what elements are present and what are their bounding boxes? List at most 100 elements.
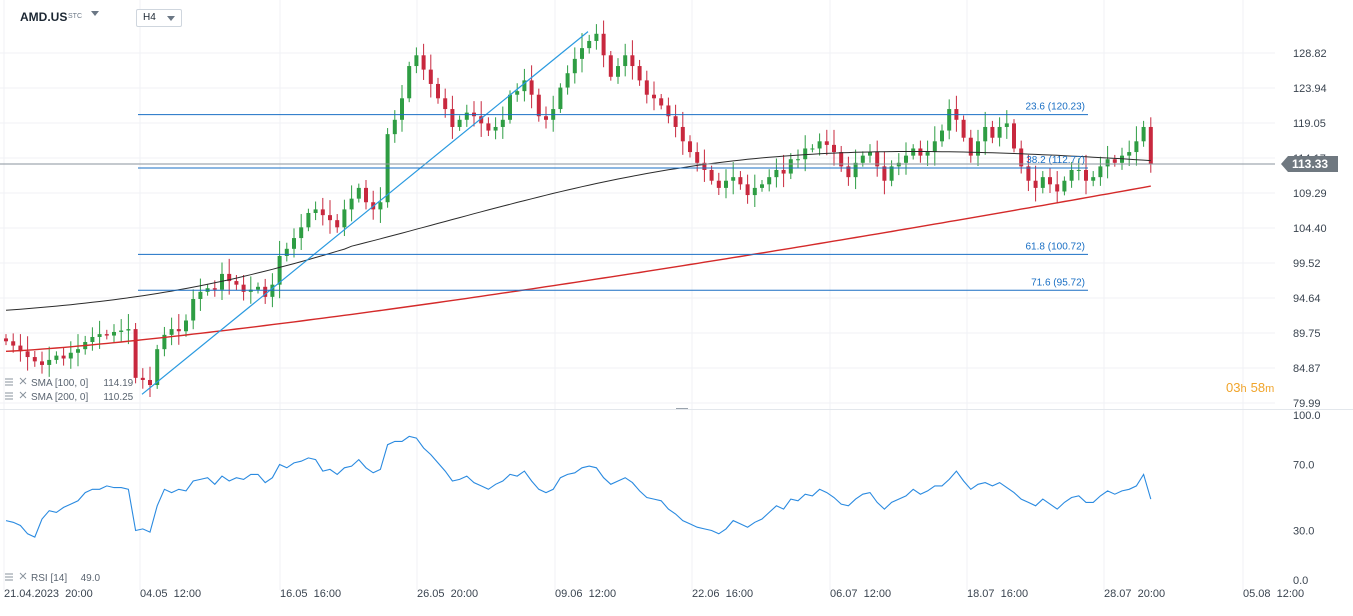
price-tick-label: 119.05 <box>1293 118 1326 130</box>
candle <box>162 326 167 357</box>
candle-body <box>162 334 167 350</box>
candle-body <box>277 255 282 285</box>
candle-body <box>760 184 764 188</box>
candle <box>486 117 491 137</box>
candle-body <box>378 202 383 210</box>
candle-body <box>745 184 750 196</box>
candle-body <box>90 336 95 343</box>
candle-body <box>637 66 642 81</box>
candle <box>1076 158 1081 181</box>
candle <box>594 24 599 50</box>
candle <box>1048 167 1052 194</box>
candle <box>198 278 203 311</box>
symbol-dropdown-icon[interactable] <box>91 11 99 16</box>
menu-icon <box>5 392 13 400</box>
symbol-type: STC <box>68 13 82 20</box>
candle-body <box>680 126 685 142</box>
candle <box>752 174 757 207</box>
countdown-hours: 03 <box>1226 380 1240 395</box>
sma-100-line <box>5 151 1151 311</box>
candle-body <box>846 166 851 178</box>
candle-body <box>313 209 318 213</box>
candle-countdown: 03h 58m <box>1226 380 1274 395</box>
sma-200-legend[interactable]: SMA [200, 0] 110.25 <box>5 391 134 403</box>
candle <box>407 61 412 103</box>
candle-body <box>140 377 145 380</box>
candle-body <box>414 55 419 67</box>
candle-body <box>479 116 484 124</box>
legend-value: 114.19 <box>103 378 133 389</box>
candle-body <box>335 220 340 228</box>
candle <box>875 140 880 177</box>
candle-body <box>1091 177 1096 181</box>
fib-label: 23.6 (120.23) <box>1026 102 1086 113</box>
time-axis: 21.04.2023 20:00 04.05 12:00 16.05 16:00 26… <box>4 588 1304 600</box>
candle <box>76 334 80 367</box>
price-tick-label: 94.64 <box>1293 293 1321 305</box>
candle-body <box>1112 159 1117 163</box>
candle <box>428 54 433 98</box>
candle-body <box>515 91 520 95</box>
rsi-legend[interactable]: RSI [14] 49.0 <box>5 572 101 584</box>
candle-body <box>1076 169 1081 171</box>
price-tick-label: 109.29 <box>1293 188 1327 200</box>
candle <box>997 117 1002 147</box>
candle-body <box>500 119 505 127</box>
legend-value: 110.25 <box>103 392 133 403</box>
candle <box>227 258 232 295</box>
candle-body <box>40 361 44 365</box>
candle-body <box>47 359 52 365</box>
sma-100-legend[interactable]: SMA [100, 0] 114.19 <box>5 377 134 389</box>
candle <box>731 162 736 195</box>
candle <box>630 40 635 80</box>
price-tag[interactable]: 113.33 <box>1281 156 1338 173</box>
candle-body <box>1019 148 1024 167</box>
candle-body <box>889 166 894 181</box>
candle-body <box>997 126 1002 138</box>
price-tag-bg <box>1281 156 1338 173</box>
rsi-tick-label: 0.0 <box>1293 575 1308 587</box>
candle-body <box>32 357 37 362</box>
candle-body <box>896 162 901 167</box>
candle <box>565 65 570 95</box>
candle-body <box>1127 152 1132 156</box>
candle <box>832 129 836 166</box>
candle-body <box>1148 126 1153 165</box>
candle-body <box>25 351 30 358</box>
candle <box>572 47 577 84</box>
candle <box>234 274 239 291</box>
candle <box>1105 145 1110 179</box>
candle-body <box>1098 166 1103 178</box>
candle-body <box>11 341 16 346</box>
candle <box>702 149 707 182</box>
candle-body <box>976 141 980 156</box>
candle <box>126 314 131 345</box>
candle <box>616 58 620 84</box>
candle-body <box>306 212 311 228</box>
candle <box>328 200 332 234</box>
candle-body <box>407 66 412 99</box>
candle-body <box>673 116 678 127</box>
candle <box>40 351 44 374</box>
candle <box>1040 171 1045 194</box>
time-tick-label: 05.08 12:00 <box>1243 588 1304 600</box>
price-tick-label: 79.99 <box>1293 398 1321 410</box>
candle-body <box>1141 126 1146 142</box>
candle <box>1084 154 1088 195</box>
candle-body <box>536 94 541 117</box>
candle-body <box>875 152 880 167</box>
timeframe-label: H4 <box>143 12 156 23</box>
candle-body <box>925 152 930 156</box>
candle-body <box>328 215 332 221</box>
candle-body <box>983 126 988 142</box>
menu-icon <box>5 378 13 386</box>
candle <box>673 104 678 138</box>
candle-body <box>932 141 937 153</box>
candle-body <box>558 87 563 110</box>
price-tick-label: 99.52 <box>1293 258 1321 270</box>
timeframe-select[interactable]: H4 <box>136 9 182 27</box>
candle-body <box>349 198 354 210</box>
symbol-name[interactable]: AMD.US <box>20 10 68 24</box>
